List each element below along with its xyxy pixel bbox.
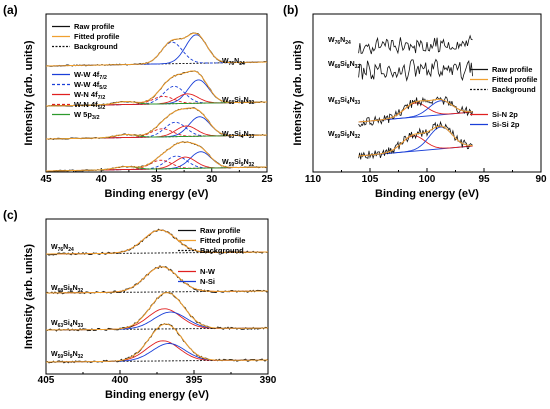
raw-profile-line — [359, 97, 473, 127]
sample-label: W63Si4N33 — [51, 320, 83, 329]
raw-profile-line — [359, 36, 473, 54]
legend-components: W-W 4f7/2W-W 4f5/2W-N 4f7/2W-N 4f5/2W 5p… — [52, 70, 107, 121]
panel-c: 405 400 395 390 Binding energy (eV) Intensity… — [3, 208, 277, 401]
x-tick-label: 25 — [261, 174, 273, 185]
y-axis-label: Intensity (arb. units) — [292, 40, 304, 145]
spectrum-W76N24: W76N24 — [328, 36, 473, 54]
legend-label: Background — [74, 42, 118, 51]
panel-label: (a) — [3, 3, 18, 17]
legend-label: N-W — [200, 267, 216, 276]
x-tick-label: 40 — [96, 174, 108, 185]
x-tick-label: 110 — [305, 174, 322, 185]
sample-label: W63Si4N33 — [328, 97, 360, 106]
legend-label: Background — [200, 246, 244, 255]
x-tick-label: 30 — [206, 174, 218, 185]
spectrum-W59Si9N32: W59Si9N32 — [46, 142, 267, 172]
sample-label: W76N24 — [222, 58, 245, 67]
x-tick-label: 390 — [260, 375, 277, 386]
x-axis-label: Binding energy (eV) — [105, 389, 209, 401]
x-tick-label: 105 — [362, 174, 379, 185]
panel-a: 45 40 35 30 25 Binding energy (eV) Intensity (… — [3, 3, 273, 200]
x-axis-label: Binding energy (eV) — [375, 188, 479, 200]
sample-label: W59Si9N32 — [328, 131, 360, 140]
x-tick-label: 100 — [419, 174, 436, 185]
raw-profile-line — [359, 122, 473, 159]
x-tick-label: 395 — [186, 375, 203, 386]
y-axis-label: Intensity (arb. units) — [23, 244, 35, 349]
legend-label: N-Si — [200, 277, 215, 286]
sample-label: W68Si8N32 — [222, 97, 254, 106]
x-tick-label: 45 — [40, 174, 52, 185]
spectrum-W59Si9N32: W59Si9N32 — [328, 122, 473, 159]
y-axis-label: Intensity (arb. units) — [23, 40, 35, 145]
x-axis-label: Binding energy (eV) — [105, 188, 209, 200]
x-tick-label: 90 — [535, 174, 547, 185]
spectrum-W68Si8N32: W68Si8N32 — [328, 60, 473, 81]
legend-label: Raw profile — [200, 226, 240, 235]
panel-label: (b) — [283, 3, 298, 17]
legend-label: Si-N 2p — [492, 110, 518, 119]
legend-label: Raw profile — [74, 22, 114, 31]
legend-label: Fitted profile — [74, 32, 119, 41]
legend-label: Fitted profile — [492, 75, 537, 84]
legend-label: Si-Si 2p — [492, 120, 520, 129]
x-tick-label: 400 — [112, 375, 129, 386]
x-tick-label: 95 — [478, 174, 490, 185]
spectrum-W68Si8N32: W68Si8N32 — [46, 266, 268, 294]
legend-label: W 5p3/2 — [74, 110, 100, 121]
x-tick-label: 35 — [151, 174, 163, 185]
legend-label: Background — [492, 85, 536, 94]
x-tick-label: 405 — [38, 375, 55, 386]
sample-label: W63Si4N33 — [222, 131, 254, 140]
legend-label: Fitted profile — [200, 236, 245, 245]
spectrum-W63Si4N33: W63Si4N33 — [46, 293, 268, 332]
legend-label: Raw profile — [492, 65, 532, 74]
panel-b: 110 105 100 95 90 Binding energy (eV) Intensit… — [283, 3, 547, 200]
panel-label: (c) — [3, 208, 18, 222]
sample-label: W76N24 — [328, 37, 351, 46]
raw-profile-line — [359, 60, 473, 81]
sample-label: W59Si9N32 — [51, 351, 83, 360]
spectrum-W63Si4N33: W63Si4N33 — [328, 97, 473, 127]
sample-label: W68Si8N32 — [328, 61, 360, 70]
sample-label: W76N24 — [51, 244, 74, 253]
